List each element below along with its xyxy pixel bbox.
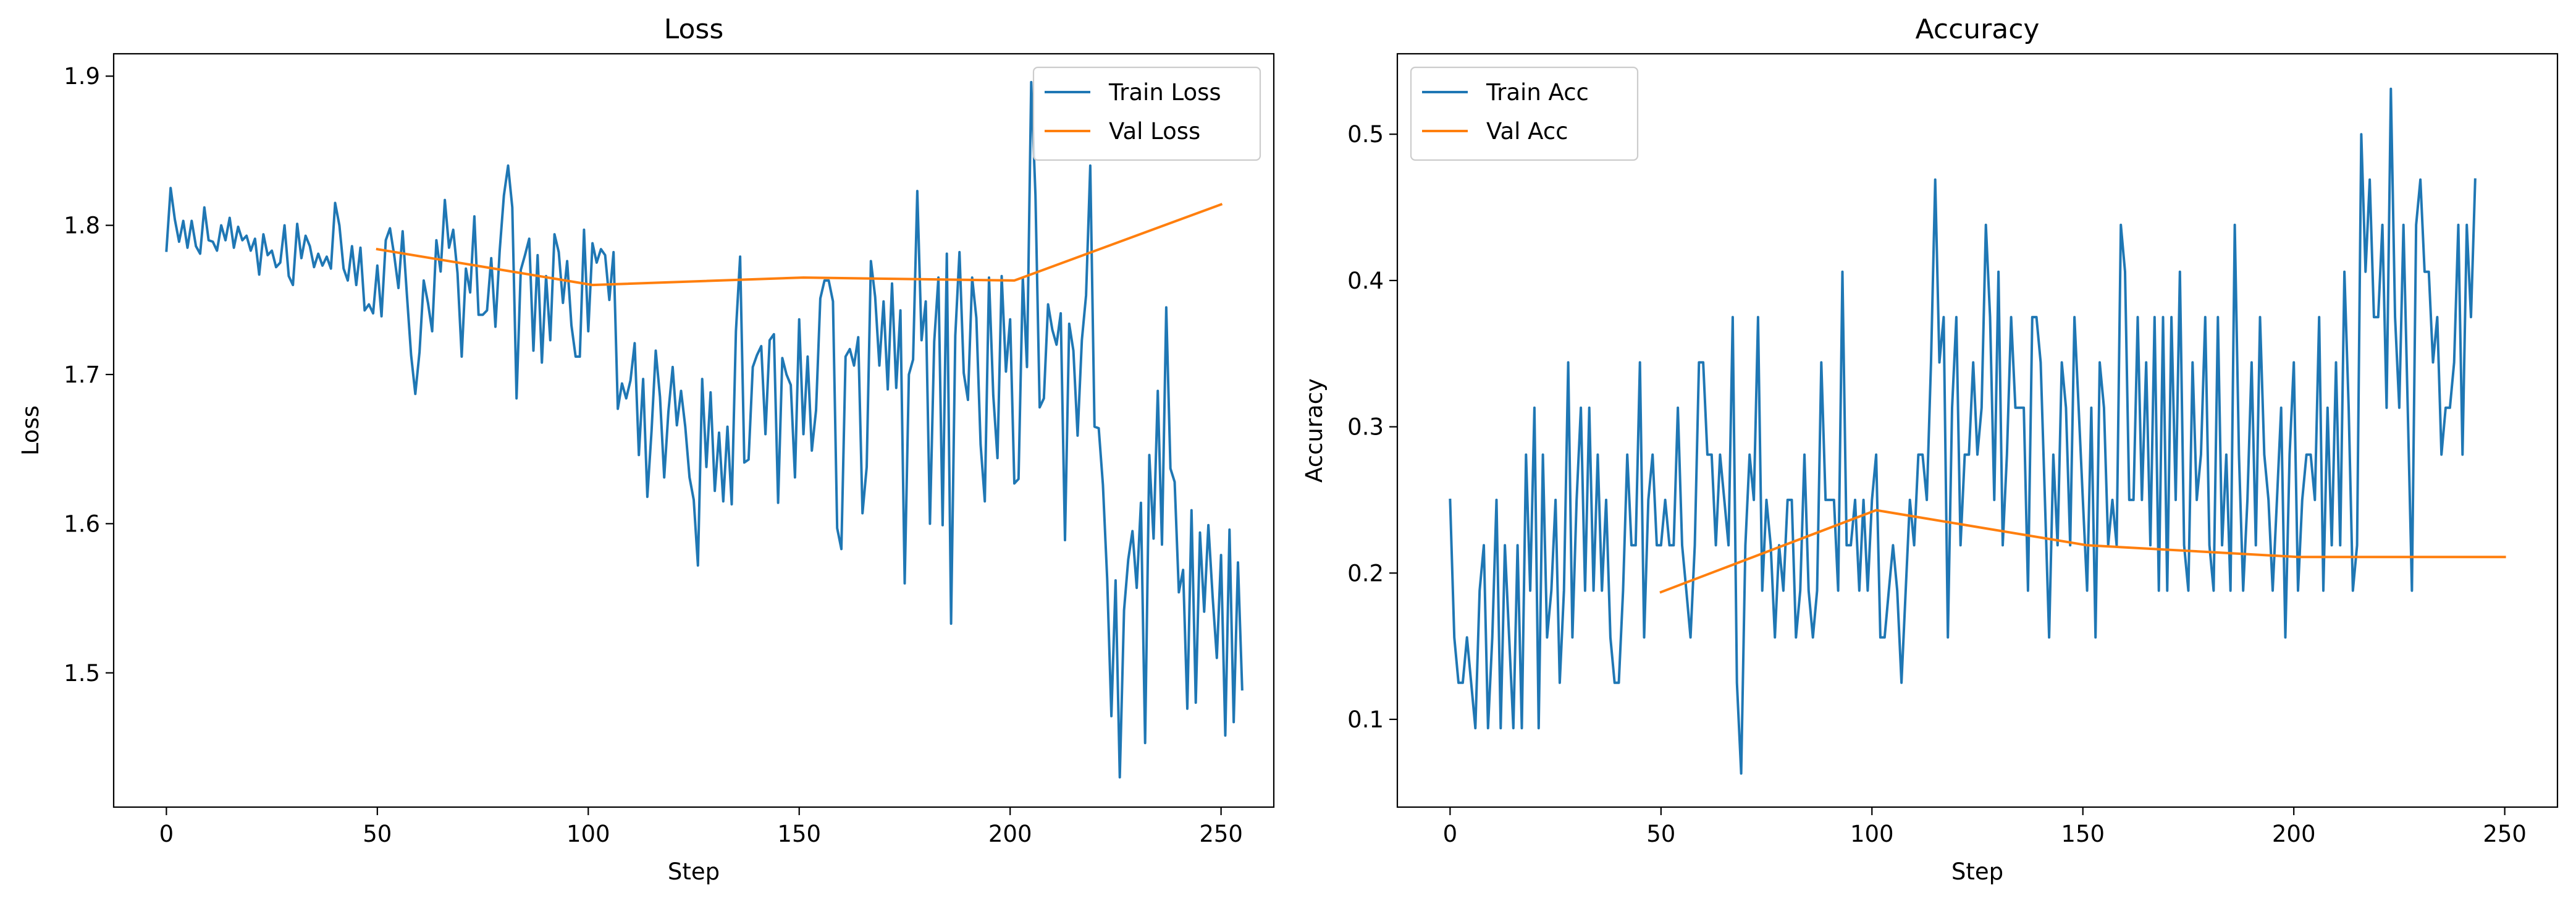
y-tick-label: 1.7 <box>64 362 100 388</box>
x-axis-label: Step <box>1951 858 2003 885</box>
x-tick-label: 0 <box>159 821 174 847</box>
axes-frame <box>1396 53 2559 808</box>
x-tick-label: 150 <box>777 821 821 847</box>
y-tick-label: 1.8 <box>64 213 100 239</box>
x-tick-label: 100 <box>566 821 610 847</box>
y-tick-label: 0.1 <box>1347 706 1384 733</box>
x-tick-label: 50 <box>363 821 392 847</box>
series-line-train-loss <box>165 80 1244 779</box>
loss-panel: 0 50 100 150 200 250 1.5 1.6 1.7 1.8 1.9 Loss Step Lo… <box>17 14 1275 885</box>
x-tick-label: 250 <box>1199 821 1243 847</box>
x-tick-label: 50 <box>1646 821 1675 847</box>
x-tick-label: 200 <box>2272 821 2316 847</box>
y-axis-label: Loss <box>17 405 44 455</box>
y-tick-label: 1.9 <box>64 63 100 90</box>
x-tick-label: 250 <box>2483 821 2527 847</box>
x-axis-label: Step <box>668 858 720 885</box>
y-tick-label: 1.6 <box>64 510 100 537</box>
x-tick-label: 200 <box>988 821 1032 847</box>
y-tick-label: 1.5 <box>64 660 100 687</box>
x-tick-label: 0 <box>1443 821 1458 847</box>
legend-label: Val Loss <box>1109 118 1200 145</box>
accuracy-panel: 0 50 100 150 200 250 0.1 0.2 0.3 0.4 0.5 Accuracy St… <box>1301 14 2559 885</box>
legend-box <box>1032 66 1261 161</box>
series-line-train-acc <box>1449 87 2477 775</box>
y-tick-label: 0.5 <box>1347 121 1384 148</box>
legend-label: Val Acc <box>1486 118 1568 145</box>
series-line-val-acc <box>1659 509 2506 594</box>
axes-frame <box>112 53 1275 808</box>
y-tick-label: 0.4 <box>1347 268 1384 294</box>
chart-title: Loss <box>664 14 724 45</box>
x-tick-label: 100 <box>1850 821 1894 847</box>
y-tick-label: 0.3 <box>1347 414 1384 441</box>
legend-label: Train Acc <box>1486 79 1589 106</box>
legend: Train Loss Val Loss <box>1032 66 1261 161</box>
legend-label: Train Loss <box>1108 79 1221 106</box>
x-tick-label: 150 <box>2061 821 2105 847</box>
series-line-val-loss <box>376 203 1223 287</box>
legend: Train Acc Val Acc <box>1410 66 1639 161</box>
y-tick-label: 0.2 <box>1347 560 1384 586</box>
chart-title: Accuracy <box>1916 14 2040 45</box>
legend-box <box>1410 66 1639 161</box>
y-axis-label: Accuracy <box>1301 378 1328 483</box>
